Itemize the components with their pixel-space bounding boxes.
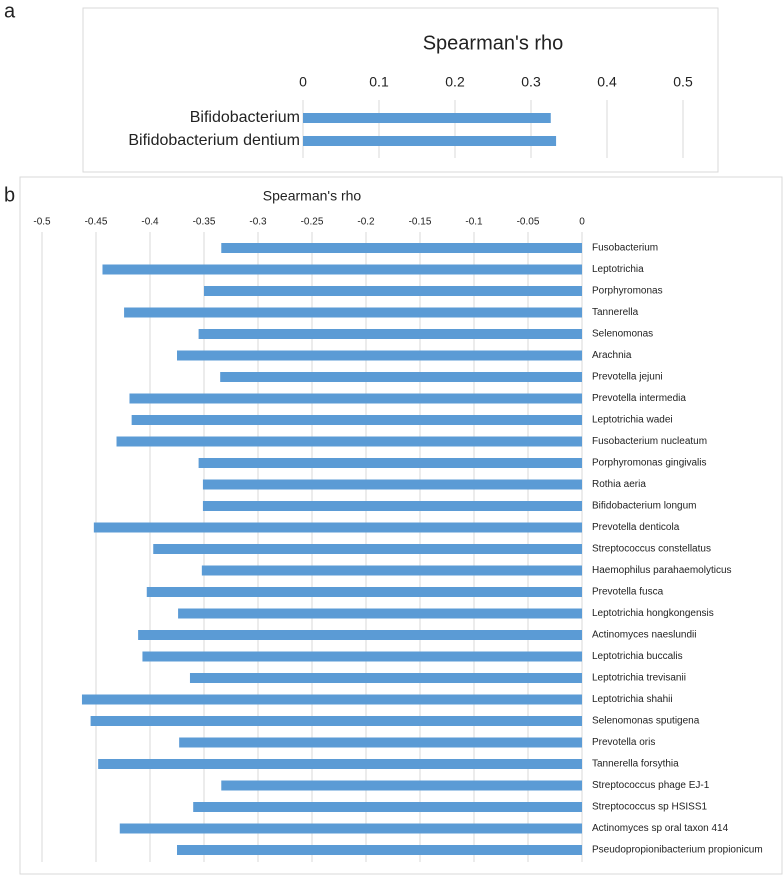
x-tick-label: 0 (579, 217, 585, 228)
x-tick-label: 0.3 (521, 74, 541, 90)
category-label: Bifidobacterium (190, 109, 300, 126)
category-label: Bifidobacterium longum (592, 501, 697, 512)
category-label: Prevotella oris (592, 737, 655, 748)
x-tick-label: 0.2 (445, 74, 465, 90)
category-label: Actinomyces sp oral taxon 414 (592, 823, 729, 834)
bar (102, 264, 582, 275)
bar (119, 823, 582, 834)
x-tick-label: -0.1 (465, 217, 483, 228)
category-label: Porphyromonas (592, 286, 663, 297)
bar (303, 113, 551, 123)
bar (189, 673, 582, 683)
category-label: Leptotrichia (592, 264, 644, 275)
bar (129, 393, 583, 404)
x-tick-label: 0.4 (597, 74, 617, 90)
bar (177, 350, 582, 361)
x-tick-label: -0.4 (141, 217, 159, 228)
bar (202, 501, 583, 511)
x-tick-label: -0.3 (249, 217, 267, 228)
bar (202, 479, 583, 490)
category-label: Leptotrichia wadei (592, 415, 673, 426)
x-tick-label: -0.5 (33, 217, 51, 228)
bar (193, 802, 582, 812)
bar (124, 307, 582, 318)
bar (131, 415, 582, 425)
chart-title: Spearman's rho (263, 188, 362, 204)
category-label: Tannerella forsythia (592, 759, 679, 770)
x-tick-label: 0 (299, 74, 307, 90)
category-label: Porphyromonas gingivalis (592, 458, 707, 469)
bar (221, 780, 582, 791)
category-label: Streptococcus constellatus (592, 544, 711, 555)
category-label: Streptococcus phage EJ-1 (592, 780, 710, 791)
bar (198, 458, 582, 468)
category-label: Tannerella (592, 307, 639, 318)
category-label: Prevotella jejuni (592, 372, 663, 383)
category-label: Leptotrichia trevisanii (592, 673, 686, 684)
panel-label: a (4, 0, 16, 22)
bar (142, 651, 582, 662)
bar (178, 608, 582, 619)
bar (198, 329, 582, 339)
category-label: Rothia aeria (592, 479, 646, 490)
category-label: Leptotrichia shahii (592, 694, 673, 705)
category-label: Prevotella denticola (592, 522, 680, 533)
bar (179, 737, 582, 748)
bar (81, 694, 583, 705)
category-label: Prevotella intermedia (592, 393, 686, 404)
category-label: Selenomonas sputigena (592, 716, 700, 727)
bar (221, 243, 582, 253)
x-tick-label: -0.05 (517, 217, 540, 228)
category-label: Arachnia (592, 350, 632, 361)
bar (90, 716, 582, 726)
category-label: Leptotrichia buccalis (592, 651, 683, 662)
bar (204, 286, 582, 296)
panel-frame (19, 176, 783, 875)
category-label: Actinomyces naeslundii (592, 630, 697, 641)
bar (116, 436, 583, 447)
x-tick-label: 0.1 (369, 74, 389, 90)
x-tick-label: -0.35 (193, 217, 216, 228)
bar (153, 544, 583, 554)
category-label: Haemophilus parahaemolyticus (592, 565, 732, 576)
category-label: Pseudopropionibacterium propionicum (592, 845, 763, 856)
category-label: Streptococcus sp HSISS1 (592, 802, 707, 813)
chart-title: Spearman's rho (423, 32, 564, 54)
x-tick-label: -0.45 (85, 217, 108, 228)
category-label: Prevotella fusca (592, 587, 664, 598)
category-label: Bifidobacterium dentium (128, 132, 300, 149)
bar (138, 630, 582, 640)
category-label: Selenomonas (592, 329, 653, 340)
bar (201, 565, 582, 576)
category-label: Fusobacterium (592, 243, 658, 254)
bar (146, 587, 582, 597)
x-tick-label: -0.15 (409, 217, 432, 228)
x-tick-label: -0.2 (357, 217, 375, 228)
category-label: Leptotrichia hongkongensis (592, 608, 714, 619)
bar (303, 136, 557, 146)
x-tick-label: -0.25 (301, 217, 324, 228)
bar (93, 522, 582, 533)
bar (220, 372, 582, 382)
bar (177, 845, 582, 855)
panel-label: b (4, 184, 15, 206)
category-label: Fusobacterium nucleatum (592, 436, 707, 447)
bar (98, 759, 582, 769)
panel-frame (82, 7, 719, 173)
x-tick-label: 0.5 (673, 74, 693, 90)
